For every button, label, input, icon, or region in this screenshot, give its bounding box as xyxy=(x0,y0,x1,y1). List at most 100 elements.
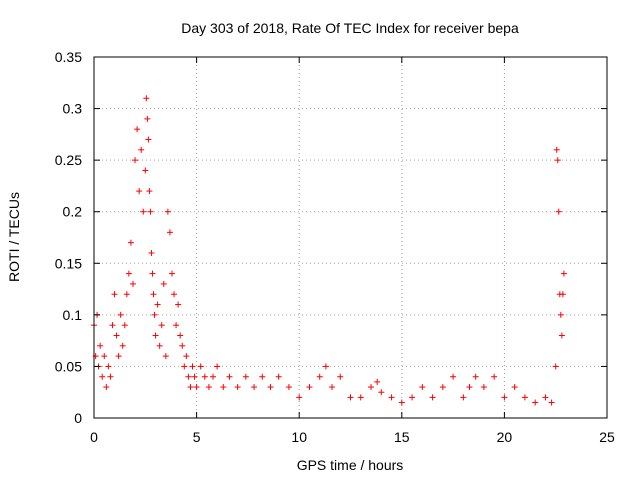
grid xyxy=(94,57,607,418)
data-point xyxy=(450,373,457,380)
x-tick-label: 25 xyxy=(599,429,615,445)
data-point xyxy=(136,188,143,195)
data-point xyxy=(491,373,498,380)
data-point xyxy=(197,363,204,370)
data-point xyxy=(99,373,106,380)
y-tick-label: 0.1 xyxy=(63,307,83,323)
y-tick-label: 0.35 xyxy=(55,49,82,65)
data-point xyxy=(429,394,436,401)
data-point xyxy=(472,373,479,380)
data-point xyxy=(115,353,122,360)
data-point xyxy=(162,353,169,360)
data-point xyxy=(322,363,329,370)
data-point xyxy=(285,384,292,391)
data-point xyxy=(185,373,192,380)
data-point xyxy=(511,384,518,391)
data-point xyxy=(154,301,161,308)
y-tick-label: 0.15 xyxy=(55,255,82,271)
data-point xyxy=(532,399,539,406)
data-point xyxy=(111,291,118,298)
data-point xyxy=(409,394,416,401)
data-point xyxy=(119,342,126,349)
data-point xyxy=(140,208,147,215)
data-point xyxy=(480,384,487,391)
data-point xyxy=(179,342,186,349)
x-tick-label: 20 xyxy=(497,429,513,445)
data-point xyxy=(109,322,116,329)
data-point xyxy=(368,384,375,391)
data-point xyxy=(306,384,313,391)
data-point xyxy=(134,126,141,133)
data-points xyxy=(91,95,567,406)
data-point xyxy=(152,332,159,339)
data-point xyxy=(144,115,151,122)
axis-ticks: 0 5 10 15 20 25 0 0.05 0.1 0.15 0.2 0.25 0.3 0.35 xyxy=(55,49,615,445)
data-point xyxy=(101,353,108,360)
data-point xyxy=(557,311,564,318)
data-point xyxy=(259,373,266,380)
data-point xyxy=(173,322,180,329)
data-point xyxy=(189,363,196,370)
data-point xyxy=(542,394,549,401)
data-point xyxy=(143,95,150,102)
x-tick-label: 10 xyxy=(291,429,307,445)
y-tick-label: 0 xyxy=(74,410,82,426)
data-point xyxy=(177,332,184,339)
data-point xyxy=(501,394,508,401)
data-point xyxy=(127,239,134,246)
chart-title: Day 303 of 2018, Rate Of TEC Index for r… xyxy=(181,20,519,36)
data-point xyxy=(129,280,136,287)
data-point xyxy=(559,291,566,298)
data-point xyxy=(193,384,200,391)
data-point xyxy=(337,373,344,380)
data-point xyxy=(123,291,130,298)
data-point xyxy=(183,353,190,360)
data-point xyxy=(181,363,188,370)
data-point xyxy=(555,208,562,215)
y-tick-label: 0.2 xyxy=(63,204,83,220)
data-point xyxy=(347,394,354,401)
data-point xyxy=(548,399,555,406)
data-point xyxy=(125,270,132,277)
data-point xyxy=(398,399,405,406)
data-point xyxy=(103,384,110,391)
data-point xyxy=(242,373,249,380)
x-tick-label: 5 xyxy=(193,429,201,445)
data-point xyxy=(158,322,165,329)
data-point xyxy=(166,229,173,236)
data-point xyxy=(147,208,154,215)
data-point xyxy=(226,373,233,380)
y-tick-label: 0.05 xyxy=(55,358,82,374)
data-point xyxy=(210,373,217,380)
data-point xyxy=(146,188,153,195)
data-point xyxy=(214,363,221,370)
data-point xyxy=(150,291,157,298)
data-point xyxy=(521,394,528,401)
data-point xyxy=(329,384,336,391)
data-point xyxy=(267,384,274,391)
data-point xyxy=(466,384,473,391)
data-point xyxy=(145,136,152,143)
data-point xyxy=(553,146,560,153)
data-point xyxy=(419,384,426,391)
y-axis-label: ROTI / TECUs xyxy=(6,192,22,282)
x-axis-label: GPS time / hours xyxy=(297,457,404,473)
y-tick-label: 0.3 xyxy=(63,101,83,117)
data-point xyxy=(201,373,208,380)
y-tick-label: 0.25 xyxy=(55,152,82,168)
data-point xyxy=(164,208,171,215)
data-point xyxy=(107,373,114,380)
data-point xyxy=(142,167,149,174)
data-point xyxy=(374,378,381,385)
data-point xyxy=(460,394,467,401)
data-point xyxy=(151,311,158,318)
data-point xyxy=(220,384,227,391)
data-point xyxy=(357,394,364,401)
x-tick-label: 15 xyxy=(394,429,410,445)
data-point xyxy=(149,270,156,277)
data-point xyxy=(552,363,559,370)
data-point xyxy=(187,384,194,391)
data-point xyxy=(117,311,124,318)
data-point xyxy=(97,342,104,349)
data-point xyxy=(296,394,303,401)
